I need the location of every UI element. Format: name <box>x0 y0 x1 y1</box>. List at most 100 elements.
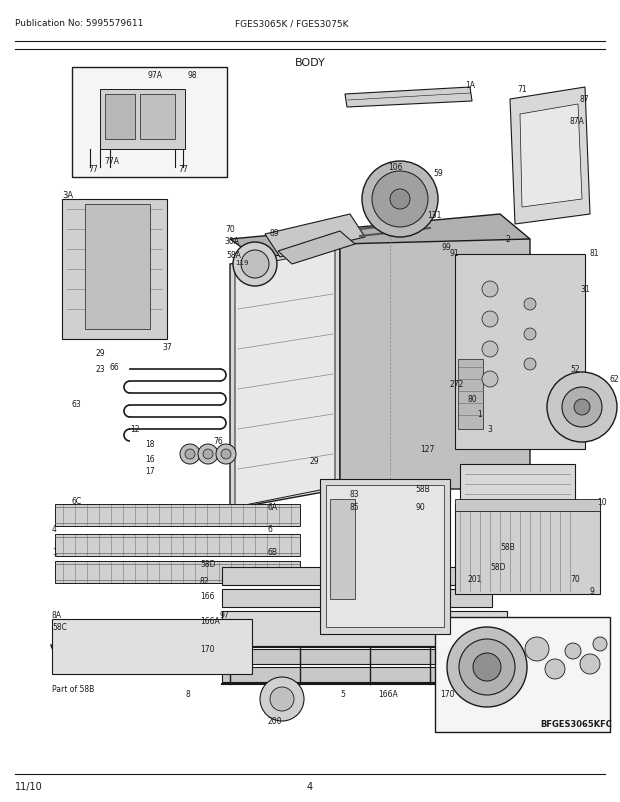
Circle shape <box>525 638 549 661</box>
Circle shape <box>524 298 536 310</box>
Text: FGES3065K / FGES3075K: FGES3065K / FGES3075K <box>235 19 348 28</box>
Text: 3A: 3A <box>62 191 73 200</box>
Text: 166A: 166A <box>378 690 398 699</box>
Bar <box>455 504 600 594</box>
Circle shape <box>473 653 501 681</box>
Bar <box>458 359 483 429</box>
Bar <box>72 68 227 178</box>
Text: 87: 87 <box>580 95 590 104</box>
Text: 29: 29 <box>95 349 105 358</box>
Bar <box>55 534 300 557</box>
Polygon shape <box>510 88 590 225</box>
Text: 170: 170 <box>200 645 215 654</box>
Circle shape <box>180 444 200 464</box>
Bar <box>55 561 300 583</box>
Text: 4: 4 <box>52 525 57 534</box>
Text: 166: 166 <box>505 660 520 669</box>
Text: 77: 77 <box>88 165 98 174</box>
Polygon shape <box>520 105 582 208</box>
Bar <box>140 95 175 140</box>
Text: 8A: 8A <box>52 611 62 620</box>
Text: 6: 6 <box>268 525 273 534</box>
Circle shape <box>547 373 617 443</box>
Circle shape <box>362 162 438 237</box>
Text: 1: 1 <box>477 410 482 419</box>
Bar <box>222 589 492 607</box>
Text: 90: 90 <box>415 503 425 512</box>
Circle shape <box>565 643 581 659</box>
Text: 58D: 58D <box>490 563 505 572</box>
Text: 70: 70 <box>225 225 235 234</box>
Text: 83: 83 <box>350 490 360 499</box>
Text: 98: 98 <box>188 71 198 80</box>
Text: 97A: 97A <box>148 71 163 80</box>
Bar <box>222 611 507 646</box>
Bar <box>105 95 135 140</box>
Text: 77A: 77A <box>104 157 119 166</box>
Text: 62: 62 <box>610 375 619 384</box>
Bar <box>326 485 444 627</box>
Text: 200: 200 <box>268 717 283 726</box>
Text: 29: 29 <box>310 457 320 466</box>
Text: 3: 3 <box>487 425 492 434</box>
Polygon shape <box>235 249 335 508</box>
Text: 80: 80 <box>467 395 477 404</box>
Text: 16: 16 <box>145 455 154 464</box>
Text: 82: 82 <box>200 577 210 585</box>
Circle shape <box>447 627 527 707</box>
Text: 31: 31 <box>580 286 590 294</box>
Circle shape <box>185 449 195 460</box>
Text: 201: 201 <box>467 575 481 584</box>
Text: 99: 99 <box>442 243 452 252</box>
Text: 12: 12 <box>130 425 140 434</box>
Text: 71: 71 <box>517 85 526 95</box>
Text: 30A: 30A <box>224 237 239 246</box>
Text: 58B: 58B <box>500 543 515 552</box>
Circle shape <box>524 358 536 371</box>
Bar <box>320 480 450 634</box>
Text: 127: 127 <box>420 445 435 454</box>
Text: 170: 170 <box>440 690 454 699</box>
Text: 1A: 1A <box>465 80 475 89</box>
Bar <box>330 500 355 599</box>
Text: 4: 4 <box>307 781 313 791</box>
Text: 58C: 58C <box>52 622 67 632</box>
Text: 6C: 6C <box>72 497 82 506</box>
Text: BFGES3065KFC: BFGES3065KFC <box>540 719 612 728</box>
Polygon shape <box>278 232 355 265</box>
Text: 6B: 6B <box>268 548 278 557</box>
Circle shape <box>216 444 236 464</box>
Circle shape <box>482 342 498 358</box>
Bar <box>62 200 167 339</box>
Circle shape <box>562 387 602 427</box>
Text: 2: 2 <box>505 235 510 244</box>
Circle shape <box>270 687 294 711</box>
Text: 9: 9 <box>590 587 595 596</box>
Text: 81: 81 <box>590 248 600 257</box>
Text: easyapplianceparts.com: easyapplianceparts.com <box>250 475 370 484</box>
Circle shape <box>260 677 304 721</box>
Text: 87A: 87A <box>570 117 585 127</box>
Circle shape <box>574 399 590 415</box>
Circle shape <box>482 312 498 327</box>
Text: 97: 97 <box>220 611 230 620</box>
Text: 23: 23 <box>95 365 105 374</box>
Polygon shape <box>230 245 340 509</box>
Text: 272: 272 <box>450 380 464 389</box>
Text: 131: 131 <box>427 211 441 221</box>
Bar <box>222 567 492 585</box>
Circle shape <box>459 639 515 695</box>
Bar <box>55 504 300 526</box>
Text: 17: 17 <box>145 467 154 476</box>
Bar <box>52 619 252 674</box>
Circle shape <box>593 638 607 651</box>
Text: 77: 77 <box>178 165 188 174</box>
Circle shape <box>198 444 218 464</box>
Polygon shape <box>265 215 365 257</box>
Text: BODY: BODY <box>294 58 326 68</box>
Text: 166: 166 <box>200 592 215 601</box>
Polygon shape <box>340 240 530 489</box>
Text: 119: 119 <box>235 260 249 265</box>
Text: 58B: 58B <box>415 485 430 494</box>
Text: 37: 37 <box>162 343 172 352</box>
